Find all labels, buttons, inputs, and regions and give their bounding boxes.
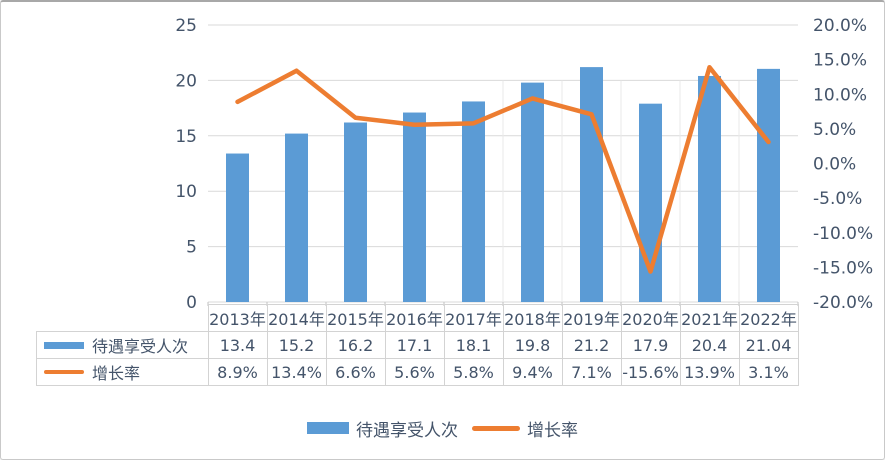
cell-2020年-rate: -15.6% (620, 358, 681, 386)
cell-2021年-rate: 13.9% (679, 358, 740, 386)
cell-2013年-rate: 8.9% (207, 358, 268, 386)
cell-2017年-rate: 5.8% (443, 358, 504, 386)
year-header-2017年: 2017年 (443, 304, 504, 332)
right-axis-label--15.0%: -15.0% (813, 258, 873, 278)
growth-rate-line (235, 64, 771, 274)
line-series-key-icon (44, 370, 84, 374)
year-header-2018年: 2018年 (502, 304, 563, 332)
year-header-2020年: 2020年 (620, 304, 681, 332)
cell-2016年-value: 17.1 (384, 331, 445, 359)
bar-2013年 (226, 153, 249, 302)
cell-2013年-value: 13.4 (207, 331, 268, 359)
cell-2014年-value: 15.2 (266, 331, 327, 359)
bar-2018年 (521, 82, 544, 302)
bar-series-swatch-icon (307, 422, 349, 434)
left-axis-label-15: 15 (175, 127, 197, 147)
bar-2022年 (757, 68, 780, 302)
cell-2017年-value: 18.1 (443, 331, 504, 359)
left-axis-label-20: 20 (175, 71, 197, 91)
cell-2015年-rate: 6.6% (325, 358, 386, 386)
data-table: 2013年 2014年 2015年 2016年 2017年 2018年 2019年 2020年… (36, 304, 799, 386)
row-label-text: 待遇享受人次 (92, 337, 189, 356)
row-label-text: 增长率 (92, 364, 141, 383)
row-label-inner: 待遇享受人次 (37, 333, 207, 358)
chart-legend: 待遇享受人次 增长率 (1, 416, 884, 441)
legend-label-line-series: 增长率 (527, 420, 578, 441)
cell-2018年-rate: 9.4% (502, 358, 563, 386)
legend-label-bar-series: 待遇享受人次 (356, 420, 458, 441)
row-label-beneficiaries: 待遇享受人次 (36, 331, 209, 359)
right-axis-label-10.0%: 10.0% (813, 85, 867, 105)
year-header-2021年: 2021年 (679, 304, 740, 332)
year-header-2015年: 2015年 (325, 304, 386, 332)
right-axis-label-0.0%: 0.0% (813, 155, 856, 175)
cell-2022年-rate: 3.1% (738, 358, 799, 386)
table-row-growth-rate: 增长率 8.9% 13.4% 6.6% 5.6% 5.8% 9.4% 7.1% -15.6% 13… (36, 358, 799, 386)
left-axis-label-25: 25 (175, 16, 197, 36)
chart-data-table: 2013年 2014年 2015年 2016年 2017年 2018年 2019年 2020年… (36, 304, 799, 386)
cell-2020年-value: 17.9 (620, 331, 681, 359)
legend-item-line-series: 增长率 (472, 416, 578, 441)
bar-2017年 (462, 101, 485, 303)
bar-2015年 (344, 122, 367, 302)
table-corner-cell (37, 305, 209, 332)
bar-2014年 (285, 133, 308, 302)
cell-2022年-value: 21.04 (738, 331, 799, 359)
bar-2019年 (580, 67, 603, 302)
left-axis-label-10: 10 (175, 182, 197, 202)
bar-2016年 (403, 112, 426, 302)
right-axis-label-20.0%: 20.0% (813, 16, 867, 36)
cell-2019年-value: 21.2 (561, 331, 622, 359)
year-header-2019年: 2019年 (561, 304, 622, 332)
year-header-2014年: 2014年 (266, 304, 327, 332)
year-header-2013年: 2013年 (207, 304, 268, 332)
bar-2021年 (698, 75, 721, 302)
cell-2015年-value: 16.2 (325, 331, 386, 359)
legend-item-bar-series: 待遇享受人次 (307, 416, 458, 441)
cell-2018年-value: 19.8 (502, 331, 563, 359)
cell-2019年-rate: 7.1% (561, 358, 622, 386)
right-axis-label--10.0%: -10.0% (813, 224, 873, 244)
left-axis-label-0: 0 (186, 293, 197, 313)
row-label-growth-rate: 增长率 (36, 358, 209, 386)
cell-2021年-value: 20.4 (679, 331, 740, 359)
row-label-inner: 增长率 (37, 360, 207, 385)
cell-2016年-rate: 5.6% (384, 358, 445, 386)
year-header-2022年: 2022年 (738, 304, 799, 332)
line-series-swatch-icon (472, 425, 520, 431)
right-axis-label--20.0%: -20.0% (813, 293, 873, 313)
right-axis-label-5.0%: 5.0% (813, 120, 856, 140)
table-header-row: 2013年 2014年 2015年 2016年 2017年 2018年 2019年 2020年… (37, 304, 799, 332)
table-row-beneficiaries: 待遇享受人次 13.4 15.2 16.2 17.1 18.1 19.8 21.2 17.9 20… (36, 331, 799, 359)
right-axis-label-15.0%: 15.0% (813, 51, 867, 71)
cell-2014年-rate: 13.4% (266, 358, 327, 386)
bar-series-key-icon (44, 341, 84, 349)
year-header-2016年: 2016年 (384, 304, 445, 332)
left-axis-label-5: 5 (186, 238, 197, 258)
combo-chart-plot: 0 5 10 15 20 25 20.0% 15.0% 10.0% 5.0% 0.0% -5.0% -1… (175, 16, 873, 313)
right-axis-label--5.0%: -5.0% (813, 189, 862, 209)
